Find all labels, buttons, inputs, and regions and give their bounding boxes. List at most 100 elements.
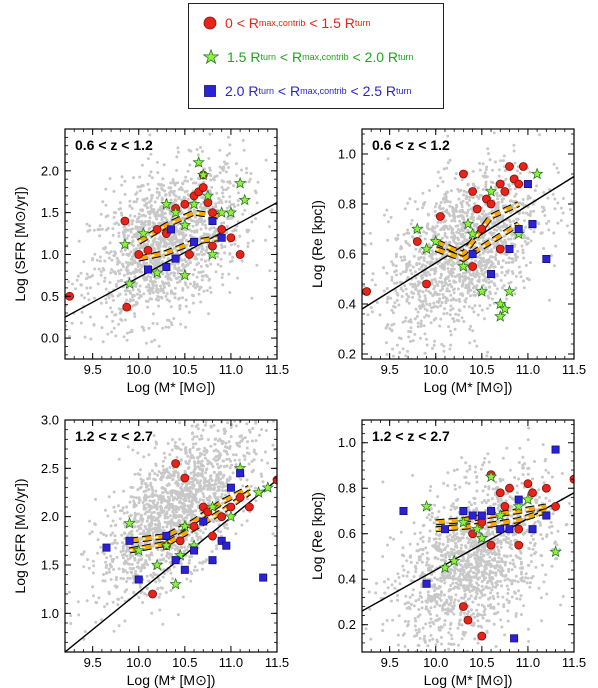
background-point bbox=[499, 228, 503, 232]
background-point bbox=[125, 571, 129, 575]
background-point bbox=[417, 298, 421, 302]
background-point bbox=[200, 196, 204, 200]
background-point bbox=[137, 512, 140, 516]
background-point bbox=[460, 226, 464, 230]
background-point bbox=[207, 312, 211, 316]
background-point bbox=[502, 224, 506, 228]
background-point bbox=[399, 280, 402, 284]
background-point bbox=[159, 494, 163, 498]
background-point bbox=[202, 220, 206, 224]
background-point bbox=[180, 501, 184, 505]
background-point bbox=[254, 191, 258, 195]
background-point bbox=[448, 272, 452, 276]
x-tick-label: 10.5 bbox=[172, 655, 197, 670]
background-point bbox=[149, 279, 153, 282]
background-point bbox=[138, 554, 142, 558]
background-point bbox=[134, 513, 138, 517]
background-point bbox=[455, 205, 459, 209]
background-point bbox=[457, 273, 461, 277]
background-point bbox=[212, 470, 216, 474]
background-point bbox=[187, 504, 191, 508]
background-point bbox=[445, 311, 449, 315]
point-blue bbox=[199, 517, 208, 526]
background-point bbox=[110, 258, 114, 262]
background-point bbox=[439, 304, 443, 308]
background-point bbox=[204, 560, 207, 564]
background-point bbox=[204, 527, 208, 531]
background-point bbox=[426, 226, 429, 230]
background-point bbox=[236, 199, 240, 203]
background-point bbox=[455, 318, 459, 322]
background-point bbox=[436, 305, 440, 309]
background-point bbox=[162, 283, 166, 287]
background-point bbox=[440, 342, 444, 346]
series-red bbox=[65, 170, 245, 312]
background-point bbox=[249, 172, 253, 175]
background-point bbox=[217, 498, 220, 502]
x-tick-label: 11.0 bbox=[219, 655, 243, 670]
background-point bbox=[503, 169, 507, 173]
background-point bbox=[125, 265, 129, 269]
background-point bbox=[221, 283, 225, 287]
background-point bbox=[125, 545, 129, 549]
background-point bbox=[214, 403, 217, 406]
background-point bbox=[235, 407, 238, 410]
point-green bbox=[169, 577, 182, 590]
background-point bbox=[172, 271, 176, 275]
background-point bbox=[442, 344, 446, 348]
background-point bbox=[214, 459, 218, 463]
background-point bbox=[430, 278, 434, 282]
background-point bbox=[116, 294, 120, 298]
background-point bbox=[122, 553, 126, 557]
background-point bbox=[153, 240, 157, 244]
background-point bbox=[428, 189, 431, 192]
background-point bbox=[233, 205, 237, 209]
background-point bbox=[173, 181, 177, 185]
background-point bbox=[502, 284, 506, 288]
background-point bbox=[169, 291, 173, 295]
background-point bbox=[471, 329, 475, 333]
background-point bbox=[115, 284, 118, 288]
background-point bbox=[171, 243, 175, 247]
background-point bbox=[421, 302, 425, 306]
background-point bbox=[474, 223, 478, 227]
background-point bbox=[477, 241, 481, 245]
background-point bbox=[423, 201, 427, 204]
background-point bbox=[408, 263, 412, 267]
background-point bbox=[146, 515, 150, 519]
point-red bbox=[208, 531, 217, 541]
background-point bbox=[120, 596, 124, 600]
background-point bbox=[126, 576, 130, 580]
background-point bbox=[245, 422, 249, 426]
background-point bbox=[115, 541, 119, 545]
background-point bbox=[556, 201, 560, 205]
background-point bbox=[484, 286, 488, 290]
background-point bbox=[133, 556, 137, 560]
background-point bbox=[147, 326, 151, 330]
point-blue bbox=[236, 469, 245, 478]
background-point bbox=[148, 133, 152, 137]
background-point bbox=[193, 286, 197, 290]
background-point bbox=[252, 450, 256, 454]
background-point bbox=[454, 172, 458, 176]
background-point bbox=[91, 571, 95, 575]
background-point bbox=[471, 306, 474, 310]
background-point bbox=[225, 225, 229, 228]
background-point bbox=[409, 320, 413, 324]
background-point bbox=[158, 592, 162, 596]
background-point bbox=[185, 577, 189, 581]
background-point bbox=[152, 544, 156, 548]
background-point bbox=[424, 299, 428, 303]
background-point bbox=[507, 237, 510, 241]
background-point bbox=[181, 296, 185, 300]
series-green bbox=[411, 167, 544, 322]
background-point bbox=[128, 299, 132, 303]
point-red bbox=[198, 183, 208, 192]
background-point bbox=[219, 530, 223, 534]
background-point bbox=[429, 252, 433, 256]
background-point bbox=[441, 180, 445, 184]
background-point bbox=[191, 446, 195, 449]
background-point bbox=[119, 317, 123, 321]
background-point bbox=[140, 265, 144, 269]
background-point bbox=[457, 189, 461, 193]
